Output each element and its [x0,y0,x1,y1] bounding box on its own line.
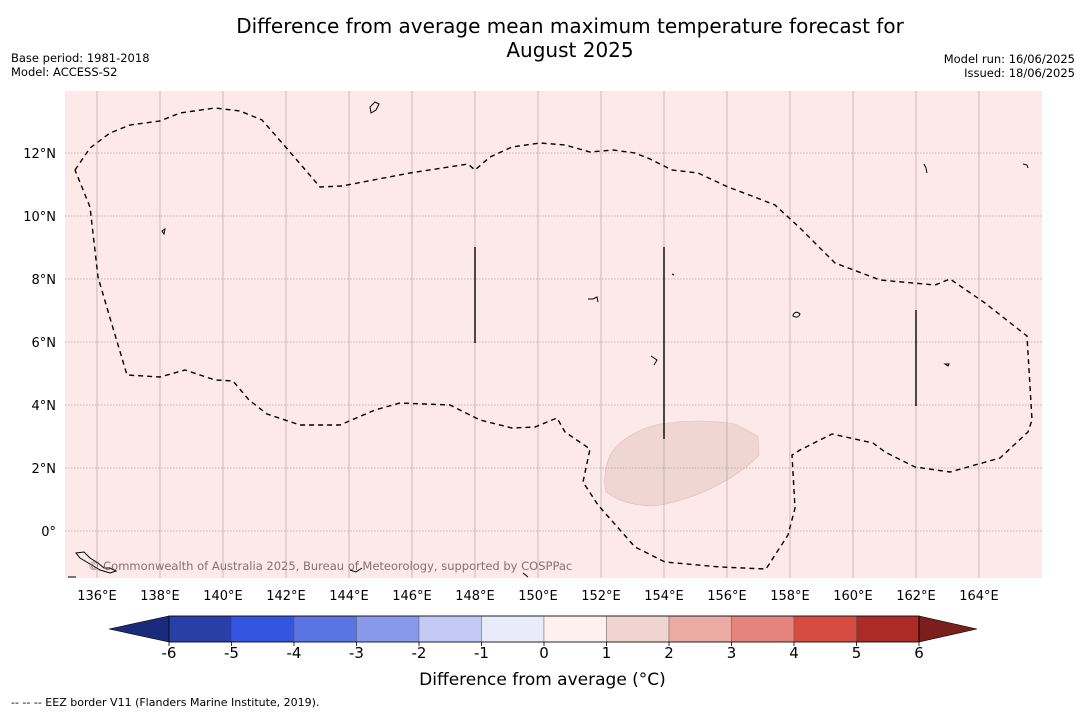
lon-tick-label: 156°E [707,589,747,604]
lon-tick-label: 140°E [203,589,243,604]
new-guinea-coast [75,551,118,574]
meta-right: Model run: 16/06/2025 Issued: 18/06/2025 [944,52,1075,80]
atoll-8 [349,567,363,573]
colorbar-swatch [668,615,732,643]
colorbar-tick-label: 4 [789,644,799,662]
model-run-label: Model run: 16/06/2025 [943,52,1075,66]
lat-tick-label: 8°N [32,273,57,288]
lon-tick-label: 164°E [959,589,999,604]
atoll-3 [1022,163,1029,169]
colorbar [108,615,978,643]
lon-tick-label: 144°E [329,589,369,604]
eez-footnote: -- -- -- EEZ border V11 (Flanders Marine… [11,696,320,709]
colorbar-swatch [418,615,482,643]
lon-tick-label: 162°E [896,589,936,604]
lon-tick-label: 138°E [140,589,180,604]
map-background [65,91,1042,578]
colorbar-swatch [231,615,295,643]
lon-tick-label: 160°E [833,589,873,604]
colorbar-swatch [731,615,795,643]
meta-left: Base period: 1981-2018 Model: ACCESS-S2 [11,51,150,79]
atoll-7 [650,355,658,366]
eez-border [74,107,1033,570]
atoll-1 [161,227,166,236]
lat-tick-label: 6°N [32,336,57,351]
colorbar-under-arrow [108,615,170,643]
lon-tick-label: 148°E [455,589,495,604]
issued-label: Issued: 18/06/2025 [964,66,1075,80]
lon-tick-label: 154°E [644,589,684,604]
atoll-4 [943,363,950,367]
pohnpei-island [792,311,801,318]
lon-tick-label: 152°E [581,589,621,604]
colorbar-tick-label: 6 [914,644,924,662]
map-title: Difference from average mean maximum tem… [170,14,970,62]
atoll-2 [588,296,599,303]
colorbar-swatch [481,615,545,643]
model-label: Model: ACCESS-S2 [11,65,118,79]
colorbar-swatch [168,615,232,643]
colorbar-tick-label: -6 [162,644,177,662]
longitude-labels: 136°E 138°E 140°E 142°E 144°E 146°E 148°E 150°E… [77,589,999,604]
lat-tick-label: 2°N [32,462,57,477]
lat-tick-label: 4°N [32,399,57,414]
lat-tick-label: 10°N [23,210,56,225]
lon-tick-label: 136°E [77,589,117,604]
lat-tick-label: 12°N [23,147,56,162]
copyright-text: © Commonwealth of Australia 2025, Bureau… [88,559,572,573]
colorbar-swatch [293,615,357,643]
colorbar-tick-label: 5 [852,644,862,662]
lat-tick-label: 0° [41,525,56,540]
colorbar-tick-label: -5 [224,644,239,662]
vertical-lines [474,247,917,439]
guam-island [369,101,380,114]
colorbar-swatch [856,615,920,643]
atoll-5 [923,163,928,174]
base-period-label: Base period: 1981-2018 [11,51,150,65]
lon-tick-label: 142°E [266,589,306,604]
colorbar-swatch [543,615,607,643]
colorbar-tick-label: 0 [539,644,549,662]
colorbar-tick-label: -2 [412,644,427,662]
lon-tick-label: 146°E [392,589,432,604]
colorbar-over-arrow [918,615,978,643]
title-line-2: August 2025 [506,38,634,62]
lon-tick-label: 158°E [770,589,810,604]
islands [68,101,1029,578]
atoll-9 [522,572,529,578]
colorbar-swatch [793,615,857,643]
colorbar-swatch [356,615,420,643]
atoll-6 [671,273,675,276]
map-area: © Commonwealth of Australia 2025, Bureau… [65,91,1042,578]
colorbar-tick-label: -3 [349,644,364,662]
title-line-1: Difference from average mean maximum tem… [236,14,904,38]
colorbar-tick-label: 1 [602,644,612,662]
colorbar-tick-label: -4 [287,644,302,662]
latitude-labels: 12°N 10°N 8°N 6°N 4°N 2°N 0° [23,147,56,540]
colorbar-swatch [606,615,670,643]
colorbar-tick-label: 2 [664,644,674,662]
anomaly-patch [604,420,760,507]
colorbar-ticks: -6 -5 -4 -3 -2 -1 0 1 2 3 4 5 6 [162,642,924,662]
colorbar-title: Difference from average (°C) [419,670,666,690]
colorbar-tick-label: -1 [474,644,489,662]
colorbar-tick-label: 3 [727,644,737,662]
lon-tick-label: 150°E [518,589,558,604]
